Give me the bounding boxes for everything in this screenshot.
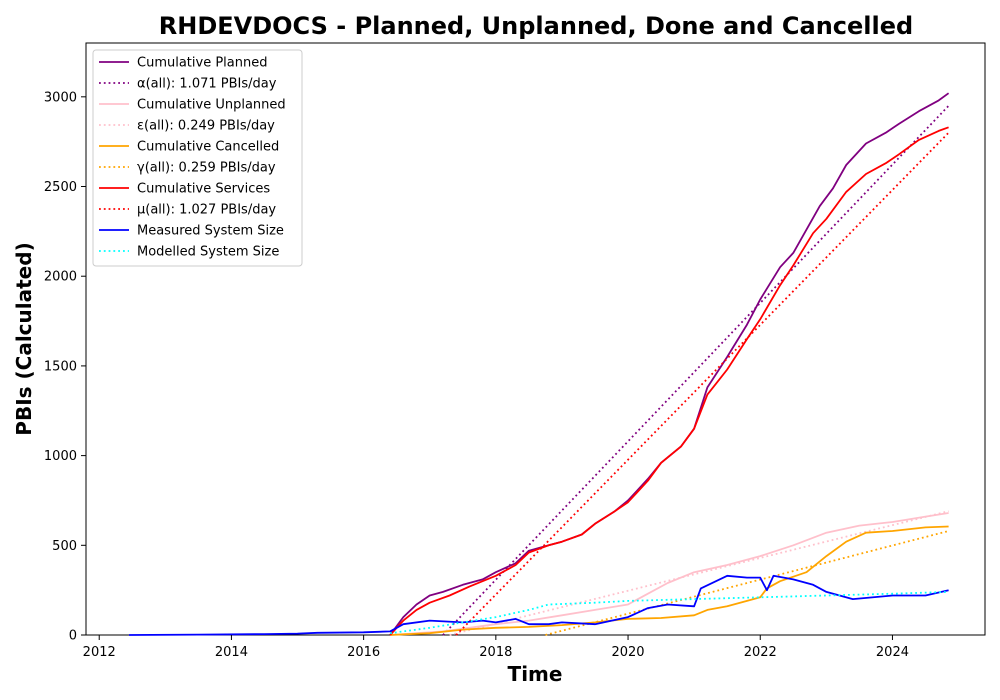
y-tick-label: 3000 bbox=[44, 90, 77, 105]
series-line-all-1-071-pbis-day bbox=[442, 105, 950, 636]
plot-area bbox=[128, 92, 950, 636]
series-line-all-1-027-pbis-day bbox=[455, 132, 950, 636]
legend-entry: γ(all): 0.259 PBIs/day bbox=[137, 161, 276, 176]
legend-entry: Cumulative Cancelled bbox=[137, 140, 279, 155]
y-tick-label: 2500 bbox=[44, 180, 77, 195]
x-axis-label: Time bbox=[508, 662, 563, 686]
legend: Cumulative Planned α(all): 1.071 PBIs/day… bbox=[92, 49, 303, 267]
legend-entry: Modelled System Size bbox=[137, 245, 279, 260]
x-tick-label: 2022 bbox=[744, 645, 777, 660]
legend-entry: α(all): 1.071 PBIs/day bbox=[137, 77, 277, 92]
x-tick-label: 2016 bbox=[347, 645, 380, 660]
legend-entry: ε(all): 0.249 PBIs/day bbox=[137, 119, 275, 134]
y-tick-label: 1000 bbox=[44, 449, 77, 464]
legend-entry: μ(all): 1.027 PBIs/day bbox=[137, 203, 276, 218]
x-axis: 2012 2014 2016 2018 2020 2022 2024 bbox=[83, 635, 909, 660]
x-tick-label: 2018 bbox=[479, 645, 512, 660]
series-line-all-0-259-pbis-day bbox=[545, 530, 949, 636]
legend-box bbox=[92, 49, 303, 267]
legend-entry: Measured System Size bbox=[137, 224, 284, 239]
x-tick-label: 2020 bbox=[611, 645, 644, 660]
plot-frame bbox=[85, 42, 986, 636]
series-line-cumulative-unplanned bbox=[390, 512, 949, 636]
legend-entry: Cumulative Services bbox=[137, 182, 270, 197]
y-tick-label: 1500 bbox=[44, 359, 77, 374]
series-line-modelled-system-size bbox=[389, 591, 949, 635]
y-axis-label: PBIs (Calculated) bbox=[12, 242, 36, 435]
series-line-cumulative-cancelled bbox=[390, 525, 949, 636]
y-tick-label: 0 bbox=[69, 629, 77, 644]
legend-entry: Cumulative Unplanned bbox=[137, 98, 286, 113]
x-tick-label: 2014 bbox=[215, 645, 248, 660]
series-line-measured-system-size bbox=[128, 574, 949, 636]
y-axis: 0 500 1000 1500 2000 2500 3000 bbox=[44, 90, 86, 644]
x-tick-label: 2012 bbox=[83, 645, 116, 660]
series-line-all-0-249-pbis-day bbox=[449, 510, 949, 636]
y-tick-label: 500 bbox=[52, 539, 77, 554]
y-tick-label: 2000 bbox=[44, 270, 77, 285]
chart-title: RHDEVDOCS - Planned, Unplanned, Done and… bbox=[159, 12, 913, 40]
series-line-cumulative-services bbox=[389, 126, 949, 636]
x-tick-label: 2024 bbox=[876, 645, 909, 660]
legend-entry: Cumulative Planned bbox=[137, 56, 267, 71]
